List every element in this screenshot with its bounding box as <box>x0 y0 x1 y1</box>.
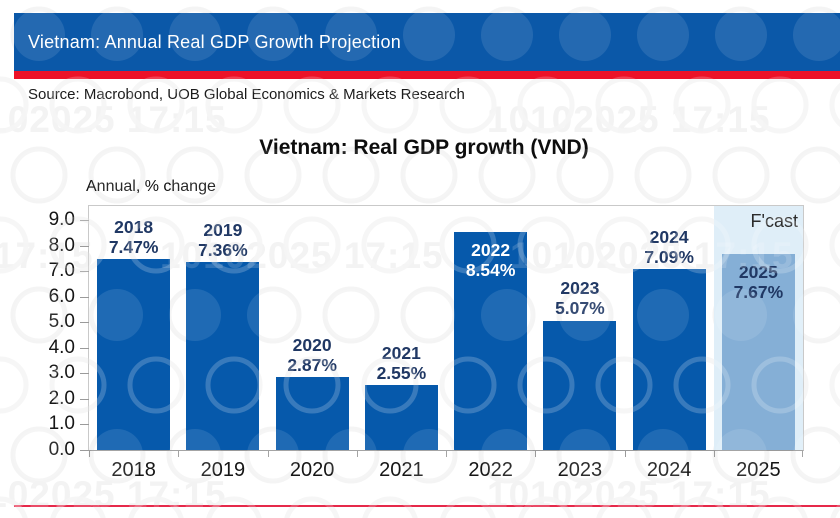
bar-value-label-2024: 2024 7.09% <box>644 226 694 267</box>
bar-value-label-2025: 2025 7.67% <box>733 262 784 303</box>
y-axis-tick-label: 5.0 <box>48 311 75 333</box>
y-axis-tick-label: 0.0 <box>48 439 75 460</box>
x-axis-tick-mark <box>713 451 715 457</box>
y-axis-tick-mark <box>80 296 89 298</box>
bar-2020 <box>275 376 349 450</box>
datetime-watermark: 10102025 17:15 <box>0 99 227 140</box>
chart-title: Vietnam: Real GDP growth (VND) <box>259 136 589 159</box>
y-axis-tick-label: 1.0 <box>48 413 75 435</box>
x-axis-tick-mark <box>356 451 358 457</box>
y-axis-tick-mark <box>80 450 89 451</box>
category-slot-2024: 2024 7.09% 2024 <box>625 206 714 481</box>
bar-value-label-2022: 2022 8.54% <box>465 239 516 280</box>
bottom-red-rule <box>14 505 840 507</box>
y-axis-tick-label: 2.0 <box>48 387 75 409</box>
x-axis-tick-mark <box>446 451 447 457</box>
bar-2018 <box>97 259 171 450</box>
header-title: Vietnam: Annual Real GDP Growth Projecti… <box>28 31 401 52</box>
bar-value-label-2020: 2020 2.87% <box>287 334 337 375</box>
x-axis-tick-mark <box>178 451 180 457</box>
bar-2021 <box>364 384 438 450</box>
bar-2023 <box>543 320 617 450</box>
x-axis-label-2020: 2020 <box>289 459 335 481</box>
source-attribution: Source: Macrobond, UOB Global Economics … <box>28 86 465 103</box>
y-axis-tick-mark <box>80 398 89 400</box>
x-axis-label-2019: 2019 <box>200 459 246 481</box>
y-axis-tick-label: 7.0 <box>48 260 75 282</box>
bar-value-label-2021: 2021 2.55% <box>376 342 427 383</box>
y-axis-tick-label: 4.0 <box>48 336 75 358</box>
y-axis-tick-label: 9.0 <box>48 209 75 231</box>
x-axis-label-2018: 2018 <box>111 459 156 481</box>
forecast-badge: F'cast <box>750 211 798 231</box>
x-axis-tick-mark <box>535 451 537 457</box>
bar-2024 <box>632 268 706 450</box>
bar-2019 <box>186 262 260 450</box>
category-slot-2025: F'cast 2025 7.67% 2025 <box>713 206 803 481</box>
datetime-watermark: 10102025 17:15 <box>487 99 771 140</box>
y-axis-tick-mark <box>80 347 89 349</box>
x-axis-label-2024: 2024 <box>646 459 692 481</box>
x-axis-tick-mark <box>267 451 269 457</box>
y-axis-tick-mark <box>80 271 89 273</box>
y-axis-tick-mark <box>80 424 89 426</box>
y-axis-tick-mark <box>80 220 89 222</box>
bar-value-label-2019: 2019 7.36% <box>198 219 248 260</box>
y-axis-note: Annual, % change <box>86 178 216 195</box>
header-red-stripe <box>14 71 840 79</box>
x-axis-tick-mark <box>624 451 626 457</box>
x-axis-tick-mark <box>89 451 90 457</box>
category-slot-2023: 2023 5.07% 2023 <box>535 206 624 481</box>
x-axis-label-2025: 2025 <box>736 459 781 481</box>
x-axis-label-2023: 2023 <box>557 459 603 481</box>
bar-value-label-2018: 2018 7.47% <box>108 217 159 258</box>
plot-area: 2018 7.47% 2018 2019 7.36% 2019 2020 2.87% 2020 2… <box>49 205 804 481</box>
header-bar: Vietnam: Annual Real GDP Growth Projecti… <box>14 13 840 71</box>
category-slot-2020: 2020 2.87% 2020 <box>268 206 357 481</box>
x-axis-label-2022: 2022 <box>468 459 513 481</box>
y-axis-tick-label: 8.0 <box>48 234 75 256</box>
y-axis-tick-label: 3.0 <box>48 362 75 384</box>
y-axis-tick-label: 6.0 <box>48 285 75 307</box>
x-axis-tick-mark <box>802 451 803 457</box>
category-slot-2022: 2022 8.54% 2022 <box>446 206 535 481</box>
category-slot-2019: 2019 7.36% 2019 <box>178 206 267 481</box>
y-axis-tick-mark <box>80 373 89 375</box>
bar-value-label-2023: 2023 5.07% <box>555 278 605 319</box>
category-slot-2021: 2021 2.55% 2021 <box>357 206 446 481</box>
x-axis-label-2021: 2021 <box>379 459 424 481</box>
datetime-watermark: 10102025 17:15 <box>0 99 227 140</box>
y-axis-tick-mark <box>80 245 89 247</box>
category-slot-2018: 2018 7.47% 2018 <box>89 206 178 481</box>
y-axis-tick-mark <box>80 322 89 324</box>
datetime-watermark: 10102025 17:15 <box>487 99 771 140</box>
